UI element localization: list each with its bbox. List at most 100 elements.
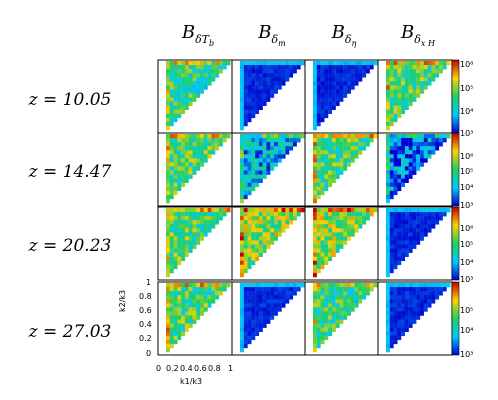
heatmap-cell bbox=[389, 315, 394, 320]
heatmap-cell bbox=[328, 240, 333, 245]
heatmap-cell bbox=[184, 97, 189, 102]
heatmap-cell bbox=[281, 220, 286, 225]
heatmap-cell bbox=[343, 166, 348, 171]
heatmap-cell bbox=[404, 323, 409, 328]
heatmap-cell bbox=[347, 142, 351, 147]
heatmap-cell bbox=[188, 208, 193, 213]
heatmap-cell bbox=[393, 113, 398, 119]
heatmap-cell bbox=[316, 208, 321, 213]
heatmap-cell bbox=[258, 232, 263, 237]
heatmap-cell bbox=[313, 150, 317, 155]
heatmap-cell bbox=[404, 307, 409, 312]
heatmap-cell bbox=[320, 170, 325, 175]
heatmap-cell bbox=[343, 69, 348, 74]
heatmap-cell bbox=[420, 224, 424, 229]
heatmap-cell bbox=[262, 101, 267, 106]
heatmap-cell bbox=[188, 232, 193, 237]
heatmap-cell bbox=[274, 311, 278, 316]
heatmap-cell bbox=[169, 216, 174, 221]
heatmap-cell bbox=[397, 138, 402, 143]
heatmap-cell bbox=[184, 232, 189, 237]
heatmap-cell bbox=[181, 73, 186, 78]
heatmap-cell bbox=[300, 134, 305, 139]
heatmap-cell bbox=[258, 283, 263, 288]
heatmap-cell bbox=[404, 232, 409, 237]
heatmap-cell bbox=[192, 85, 197, 90]
heatmap-cell bbox=[203, 291, 208, 296]
heatmap-cell bbox=[423, 224, 428, 229]
heatmap-cell bbox=[313, 113, 317, 119]
heatmap-cell bbox=[369, 61, 374, 66]
heatmap-cell bbox=[431, 146, 436, 151]
heatmap-cell bbox=[177, 315, 182, 320]
heatmap-cell bbox=[240, 252, 244, 257]
heatmap-cell bbox=[173, 138, 178, 143]
heatmap-cell bbox=[420, 236, 424, 241]
heatmap-cell bbox=[339, 291, 344, 296]
heatmap-cell bbox=[313, 335, 317, 341]
heatmap-cell bbox=[316, 295, 321, 300]
heatmap-cell bbox=[427, 77, 432, 82]
heatmap-cell bbox=[438, 287, 443, 292]
heatmap-cell bbox=[240, 315, 244, 320]
heatmap-cell bbox=[258, 166, 263, 171]
heatmap-cell bbox=[401, 327, 406, 332]
heatmap-cell bbox=[313, 69, 317, 74]
heatmap-cell bbox=[369, 65, 374, 70]
heatmap-cell bbox=[184, 311, 189, 316]
heatmap-cell bbox=[343, 315, 348, 320]
heatmap-cell bbox=[240, 69, 244, 74]
heatmap-cell bbox=[324, 174, 329, 179]
heatmap-cell bbox=[397, 162, 402, 167]
column-title: Bδx H bbox=[401, 22, 435, 48]
heatmap-cell bbox=[446, 61, 451, 66]
heatmap-cell bbox=[173, 303, 178, 308]
heatmap-cell bbox=[169, 154, 174, 159]
heatmap-cell bbox=[320, 81, 325, 86]
heatmap-cell bbox=[177, 323, 182, 328]
heatmap-cell bbox=[416, 311, 421, 316]
heatmap-cell bbox=[169, 170, 174, 175]
heatmap-cell bbox=[339, 236, 344, 241]
heatmap-cell bbox=[335, 240, 340, 245]
heatmap-cell bbox=[200, 216, 204, 221]
heatmap-cell bbox=[358, 146, 363, 151]
heatmap-cell bbox=[423, 81, 428, 86]
heatmap-cell bbox=[316, 212, 321, 217]
heatmap-cell bbox=[339, 319, 344, 324]
heatmap-cell bbox=[203, 216, 208, 221]
heatmap-cell bbox=[243, 240, 248, 245]
heatmap-cell bbox=[266, 97, 271, 102]
heatmap-cell bbox=[181, 208, 186, 213]
heatmap-cell bbox=[258, 208, 263, 213]
heatmap-cell bbox=[313, 93, 317, 98]
heatmap-cell bbox=[258, 154, 263, 159]
heatmap-cell bbox=[328, 150, 333, 155]
heatmap-cell bbox=[339, 138, 344, 143]
heatmap-cell bbox=[386, 252, 390, 257]
heatmap-cell bbox=[431, 287, 436, 292]
heatmap-cell bbox=[277, 224, 282, 229]
heatmap-cell bbox=[166, 256, 170, 262]
heatmap-cell bbox=[255, 228, 260, 233]
heatmap-cell bbox=[251, 303, 256, 308]
heatmap-cell bbox=[166, 150, 170, 155]
heatmap-cell bbox=[331, 61, 336, 66]
heatmap-cell bbox=[181, 89, 186, 94]
heatmap-cell bbox=[335, 303, 340, 308]
heatmap-cell bbox=[277, 220, 282, 225]
heatmap-cell bbox=[324, 113, 329, 119]
heatmap-cell bbox=[243, 81, 248, 86]
heatmap-cell bbox=[404, 287, 409, 292]
heatmap-cell bbox=[296, 287, 301, 292]
heatmap-cell bbox=[420, 69, 424, 74]
heatmap-cell bbox=[313, 307, 317, 312]
heatmap-cell bbox=[431, 212, 436, 217]
heatmap-cell bbox=[196, 146, 201, 151]
heatmap-cell bbox=[365, 216, 370, 221]
heatmap-cell bbox=[347, 146, 351, 151]
heatmap-cell bbox=[401, 315, 406, 320]
heatmap-cell bbox=[262, 89, 267, 94]
heatmap-cell bbox=[192, 240, 197, 245]
heatmap-cell bbox=[313, 256, 317, 262]
